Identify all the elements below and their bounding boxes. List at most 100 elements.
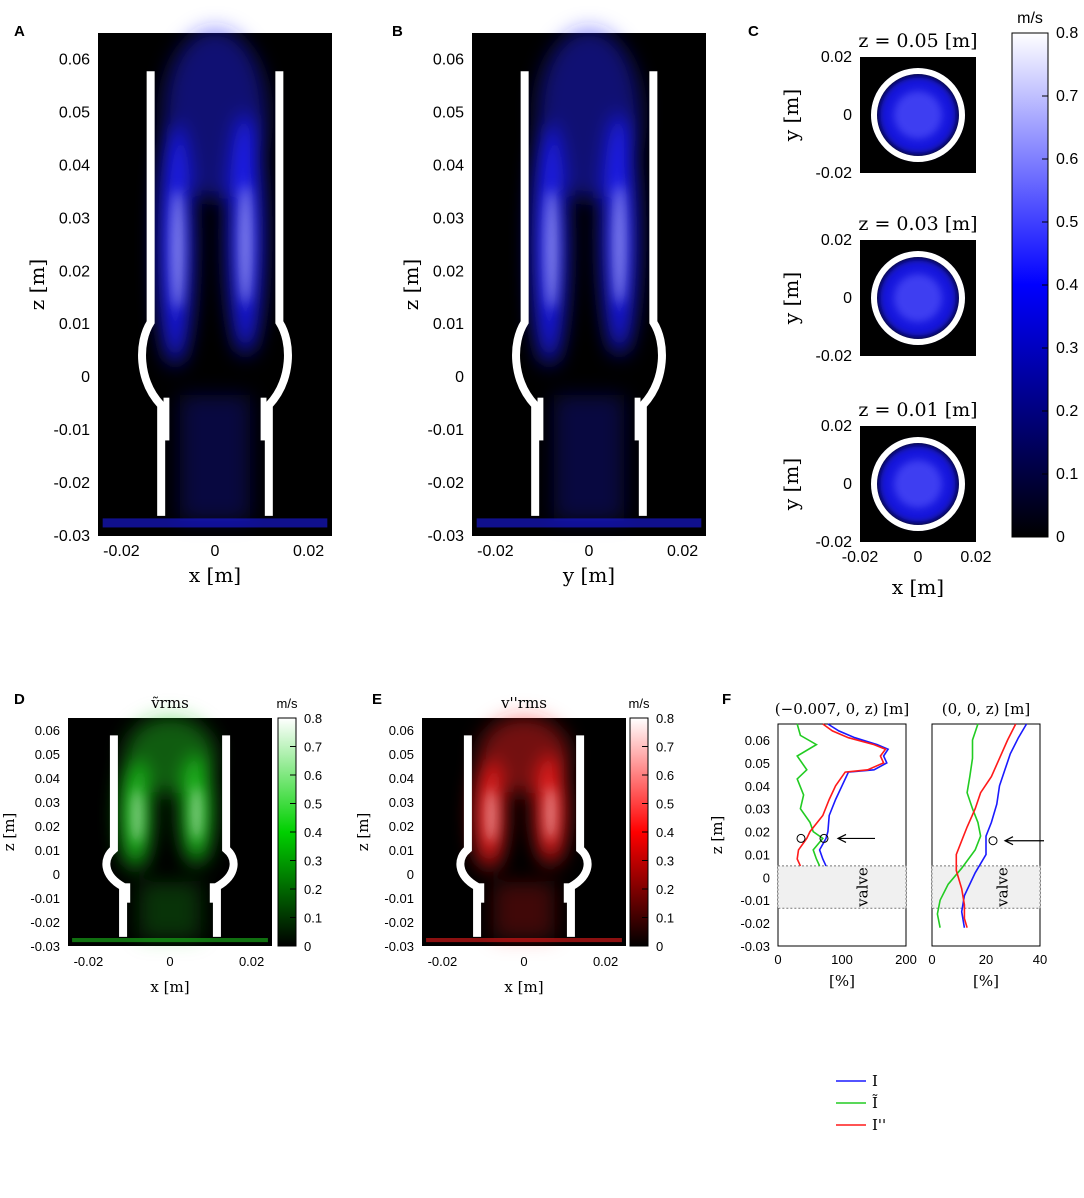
y-tick-label: 0.03 (389, 795, 414, 810)
y-tick-label: 0.05 (59, 104, 90, 121)
x-axis-label: y [m] (562, 563, 615, 587)
nozzle-wall-right (212, 735, 238, 937)
nozzle-wall-left (512, 71, 540, 516)
flow-glow (531, 27, 641, 521)
panel-a: 0.06 0.05 0.04 0.03 0.02 0.01 0 -0.01 -0.02 -0.03… (25, 27, 332, 587)
line-plot-left: valve 0 100 200 [%] (−0.007, 0, z) [m] (774, 700, 916, 990)
y-tick-label: 0.05 (433, 104, 464, 121)
legend-label: Ĩ (872, 1094, 878, 1112)
series-line (936, 723, 982, 928)
colorbar-tick-label: 0.7 (1056, 88, 1078, 105)
jet-core-left (485, 788, 498, 844)
colorbar-tick-label: 0.3 (656, 854, 674, 869)
section-flow-ring (894, 274, 942, 322)
y-tick-label: 0.05 (745, 756, 770, 771)
panel-letter-d: D (14, 691, 25, 708)
jet-core-left (544, 188, 559, 310)
valve-label: valve (854, 867, 872, 908)
y-tick-label: -0.03 (428, 528, 465, 545)
x-tick-label: 40 (1033, 952, 1047, 967)
y-axis-label: y [m] (779, 89, 803, 142)
valve-stub-right (563, 883, 569, 903)
y-tick-label: 0.02 (821, 232, 852, 249)
y-tick-label: -0.02 (384, 915, 414, 930)
arrow-annotation (836, 833, 875, 843)
y-axis-label: y [m] (779, 272, 803, 325)
bottom-band (426, 938, 622, 943)
nozzle-wall-right (566, 735, 592, 937)
y-tick-label: 0.01 (35, 843, 60, 858)
y-tick-label: 0.05 (35, 747, 60, 762)
colorbar-tick-label: 0 (656, 939, 663, 954)
cross-section-1: z = 0.03 [m] 0.02 0 -0.02 y [m] (779, 213, 978, 365)
y-tick-label: -0.03 (384, 939, 414, 954)
pipe-wall (871, 437, 965, 531)
x-tick-label: 200 (895, 952, 917, 967)
y-tick-label: 0.02 (433, 263, 464, 280)
colorbar-tick-label: 0.6 (1056, 151, 1078, 168)
y-tick-label: 0 (843, 107, 852, 124)
section-title: z = 0.01 [m] (858, 399, 977, 421)
colorbar-green: 0.8 0.7 0.6 0.5 0.4 0.3 0.2 0.1 0 m/s (277, 696, 323, 954)
y-tick-label: 0.04 (745, 779, 770, 794)
colorbar-tick-label: 0.1 (656, 911, 674, 926)
x-tick-label: 0 (520, 954, 527, 969)
y-axis-label: z [m] (354, 813, 372, 852)
y-axis-label: z [m] (399, 259, 423, 310)
marker-circle (796, 833, 806, 843)
colorbar-tick-label: 0.3 (304, 854, 322, 869)
section-flow-ring (894, 91, 942, 139)
panel-letter-b: B (392, 23, 403, 40)
y-tick-label: 0.01 (389, 843, 414, 858)
pipe-wall (871, 251, 965, 345)
x-tick-label: 0.02 (667, 543, 698, 560)
colorbar-tick-label: 0.8 (1056, 25, 1078, 42)
colorbar-tick-label: 0.8 (304, 711, 322, 726)
colorbar-tick-label: 0.4 (304, 825, 322, 840)
y-tick-label: -0.01 (384, 891, 414, 906)
line-plot-right: valve 0 20 40 [%] (0, 0, z) [m] (928, 700, 1047, 990)
pipe-wall (871, 68, 965, 162)
colorbar-tick-label: 0.6 (304, 768, 322, 783)
x-tick-label: 20 (979, 952, 993, 967)
x-axis-label: x [m] (150, 978, 189, 996)
valve-stub-right (634, 397, 641, 441)
y-tick-label: 0.02 (821, 418, 852, 435)
panel-title: (−0.007, 0, z) [m] (775, 700, 909, 718)
y-tick-label: 0.06 (389, 723, 414, 738)
y-tick-label: 0 (455, 369, 464, 386)
y-tick-label: 0.05 (389, 747, 414, 762)
valve-label: valve (994, 867, 1012, 908)
lower-flow-region (553, 395, 625, 521)
y-tick-label: 0.01 (59, 316, 90, 333)
x-tick-label: 0.02 (239, 954, 264, 969)
valve-stub-left (163, 397, 170, 441)
x-tick-label: 0 (774, 952, 781, 967)
colorbar-red: 0.8 0.7 0.6 0.5 0.4 0.3 0.2 0.1 0 m/s (629, 696, 675, 954)
colorbar-tick-label: 0.5 (656, 797, 674, 812)
y-tick-label: 0.04 (59, 157, 90, 174)
y-tick-label: 0.04 (433, 157, 464, 174)
legend-label: I'' (872, 1116, 886, 1134)
jet-core-left (170, 188, 185, 310)
x-tick-label: -0.02 (74, 954, 104, 969)
valve-stub-left (479, 883, 485, 903)
y-tick-label: -0.02 (30, 915, 60, 930)
colorbar-tick-label: 0.8 (656, 711, 674, 726)
arrow-annotation (1003, 836, 1044, 846)
y-tick-label: 0.02 (745, 825, 770, 840)
x-axis-label: [%] (973, 972, 999, 990)
x-tick-label: 0.02 (593, 954, 618, 969)
flow-core (485, 786, 557, 844)
x-axis-label: x [m] (189, 563, 241, 587)
jet-core-right (612, 183, 627, 305)
y-tick-label: 0.06 (35, 723, 60, 738)
colorbar-unit: m/s (1017, 10, 1043, 27)
colorbar-tick-label: 0.1 (1056, 466, 1078, 483)
y-tick-label: -0.02 (816, 534, 853, 551)
y-axis-label: z [m] (25, 259, 49, 310)
panel-title: (0, 0, z) [m] (942, 700, 1030, 718)
colorbar-tick-label: 0 (1056, 529, 1065, 546)
